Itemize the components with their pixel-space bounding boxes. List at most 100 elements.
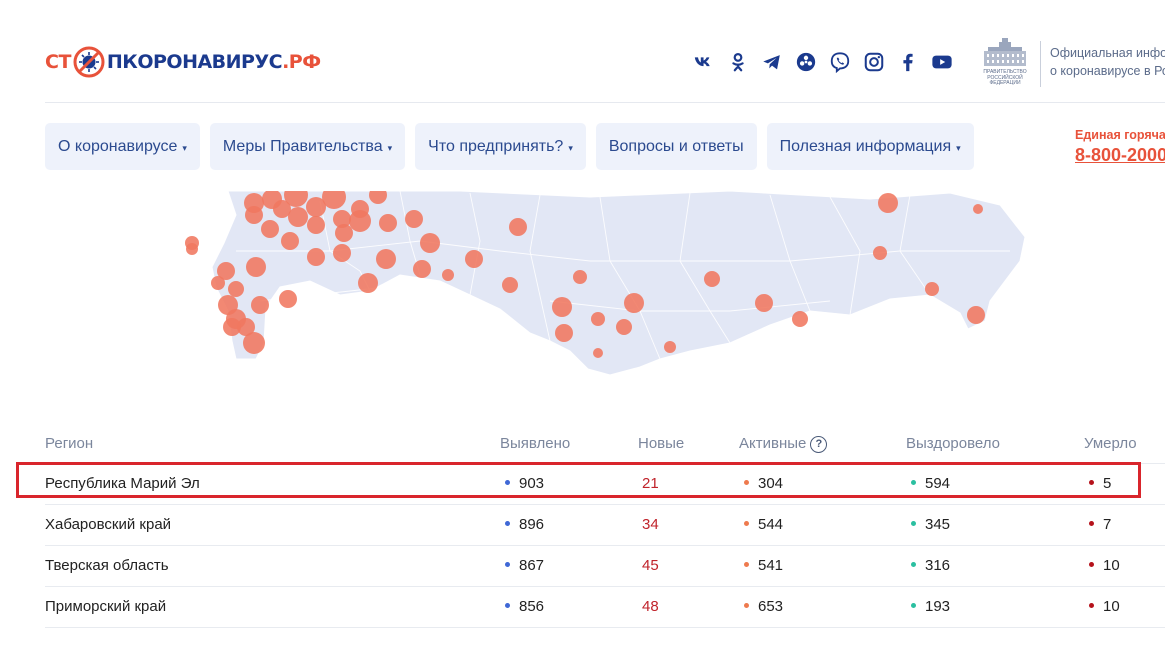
map-case-marker[interactable] [873,246,887,260]
hotline: Единая горячая 8-800-2000 [1075,128,1165,166]
map-case-marker[interactable] [465,250,483,268]
map-case-marker[interactable] [925,282,939,296]
map-case-marker[interactable] [376,249,396,269]
map-case-marker[interactable] [281,232,299,250]
red-dot-icon [1089,562,1094,567]
map-case-marker[interactable] [555,324,573,342]
hotline-number-link[interactable]: 8-800-2000 [1075,145,1165,165]
map-case-marker[interactable] [307,248,325,266]
table-row[interactable]: Хабаровский край 896 34 544 345 7 [45,504,1165,545]
map-case-marker[interactable] [405,210,423,228]
viber-icon[interactable] [828,50,851,73]
vk-icon[interactable] [692,50,715,73]
active-value: 653 [744,598,783,615]
map-case-marker[interactable] [273,200,291,218]
region-name: Республика Марий Эл [45,475,200,492]
map-case-marker[interactable] [243,332,265,354]
telegram-icon[interactable] [760,50,783,73]
map-case-marker[interactable] [246,257,266,277]
table-row[interactable]: Приморский край 856 48 653 193 10 [45,586,1165,628]
nav-about-coronavirus[interactable]: О коронавирусе ▾ [45,123,200,170]
region-name: Хабаровский край [45,516,172,533]
nav-government-measures[interactable]: Меры Правительства ▾ [209,123,406,170]
instagram-icon[interactable] [862,50,885,73]
detected-value: 867 [505,557,544,574]
logo-text-part2: ПКОРОНАВИРУС [106,51,283,73]
map-case-marker[interactable] [704,271,720,287]
map-case-marker[interactable] [288,207,308,227]
map-case-marker[interactable] [755,294,773,312]
map-case-marker[interactable] [307,216,325,234]
map-case-marker[interactable] [502,277,518,293]
active-value: 541 [744,557,783,574]
map-case-marker[interactable] [369,191,387,204]
site-logo[interactable]: СТ ПКОРОНАВИРУС .РФ [45,44,321,80]
teal-dot-icon [911,562,916,567]
map-case-marker[interactable] [333,244,351,262]
government-badge[interactable]: ПРАВИТЕЛЬСТВО РОССИЙСКОЙ ФЕДЕРАЦИИ Офици… [978,36,1165,87]
map-case-marker[interactable] [413,260,431,278]
column-detected: Выявлено [500,435,571,452]
map-case-markers [185,191,985,358]
map-case-marker[interactable] [616,319,632,335]
map-case-marker[interactable] [878,193,898,213]
table-header: Регион Выявлено Новые Активные? Выздоров… [45,423,1165,463]
map-case-marker[interactable] [358,273,378,293]
map-case-marker[interactable] [279,290,297,308]
russia-cases-map[interactable] [170,191,1050,391]
active-value: 544 [744,516,783,533]
map-case-marker[interactable] [217,262,235,280]
map-case-marker[interactable] [573,270,587,284]
orange-dot-icon [744,562,749,567]
map-case-marker[interactable] [552,297,572,317]
detected-value: 903 [505,475,544,492]
orange-dot-icon [744,521,749,526]
map-case-marker[interactable] [284,191,308,207]
nav-what-to-do[interactable]: Что предпринять? ▾ [415,123,586,170]
map-case-marker[interactable] [509,218,527,236]
map-case-marker[interactable] [322,191,346,209]
map-case-marker[interactable] [624,293,644,313]
logo-text-part1: СТ [45,51,71,73]
blue-dot-icon [505,562,510,567]
map-case-marker[interactable] [211,276,225,290]
map-case-marker[interactable] [967,306,985,324]
map-case-marker[interactable] [251,296,269,314]
map-territory [211,191,1026,376]
map-case-marker[interactable] [261,220,279,238]
active-value: 304 [744,475,783,492]
nav-questions-answers[interactable]: Вопросы и ответы [595,123,757,170]
red-dot-icon [1089,603,1094,608]
mymail-icon[interactable] [794,50,817,73]
map-case-marker[interactable] [349,210,371,232]
map-case-marker[interactable] [237,318,255,336]
map-case-marker[interactable] [186,243,198,255]
map-case-marker[interactable] [306,197,326,217]
nav-useful-info[interactable]: Полезная информация ▾ [766,123,974,170]
map-case-marker[interactable] [333,210,351,228]
facebook-icon[interactable] [896,50,919,73]
map-case-marker[interactable] [245,206,263,224]
table-row[interactable]: Тверская область 867 45 541 316 10 [45,545,1165,586]
map-case-marker[interactable] [591,312,605,326]
youtube-icon[interactable] [930,50,953,73]
column-new: Новые [638,435,685,452]
map-case-marker[interactable] [792,311,808,327]
region-name: Приморский край [45,598,167,615]
map-case-marker[interactable] [442,269,454,281]
map-case-marker[interactable] [335,224,353,242]
hotline-label: Единая горячая [1075,128,1165,142]
info-icon[interactable]: ? [810,436,828,453]
chevron-down-icon: ▾ [182,143,187,153]
teal-dot-icon [911,521,916,526]
map-case-marker[interactable] [379,214,397,232]
odnoklassniki-icon[interactable] [726,50,749,73]
government-emblem-caption: ПРАВИТЕЛЬСТВО РОССИЙСКОЙ ФЕДЕРАЦИИ [983,69,1027,86]
map-case-marker[interactable] [228,281,244,297]
detected-value: 856 [505,598,544,615]
map-case-marker[interactable] [420,233,440,253]
map-case-marker[interactable] [664,341,676,353]
map-case-marker[interactable] [223,318,241,336]
map-case-marker[interactable] [973,204,983,214]
map-case-marker[interactable] [593,348,603,358]
